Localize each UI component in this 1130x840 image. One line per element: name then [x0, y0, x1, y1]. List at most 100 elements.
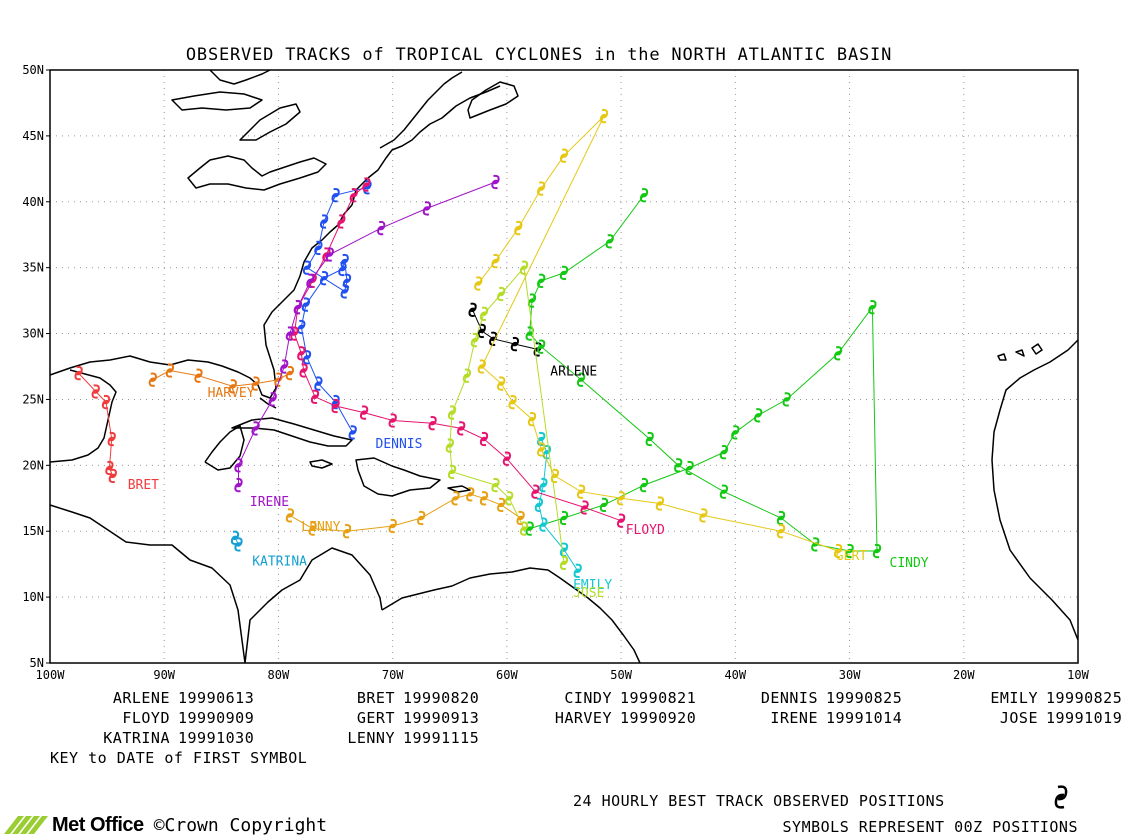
- track-point-icon: [362, 177, 371, 192]
- track-point-icon: [645, 431, 654, 447]
- lat-tick-label: 40N: [22, 195, 44, 209]
- key-katrina-date: 19991030: [178, 729, 254, 747]
- track-point-icon: [228, 379, 237, 394]
- key-arlene-date: 19990613: [178, 689, 254, 707]
- track-point-icon: [268, 392, 277, 407]
- map-frame: [49, 69, 1079, 664]
- track-point-icon: [297, 346, 306, 361]
- track-point-icon: [310, 389, 320, 404]
- track-point-icon: [497, 376, 506, 391]
- track-point-icon: [301, 297, 311, 312]
- track-line: [289, 493, 521, 532]
- storm-label-harvey: HARVEY: [208, 386, 255, 401]
- track-point-icon: [234, 537, 243, 552]
- track-gert: [474, 108, 843, 559]
- track-point-icon: [605, 234, 614, 249]
- track-point-icon: [91, 384, 100, 399]
- track-point-icon: [525, 521, 534, 536]
- track-point-icon: [340, 253, 349, 269]
- key-gert-name: GERT: [357, 709, 395, 727]
- track-point-icon: [230, 530, 240, 545]
- track-point-icon: [348, 425, 357, 440]
- track-point-icon: [491, 477, 500, 493]
- hurricane-symbol-icon: [1054, 785, 1068, 809]
- key-cindy-name: CINDY: [564, 689, 612, 707]
- track-point-icon: [462, 368, 472, 383]
- track-point-icon: [639, 188, 649, 203]
- track-point-icon: [302, 260, 312, 275]
- track-point-icon: [531, 484, 540, 499]
- track-line: [300, 186, 368, 433]
- met-office-logo-icon: [4, 816, 48, 834]
- lat-tick-label: 20N: [22, 458, 44, 472]
- track-point-icon: [576, 372, 586, 387]
- coast-new-england: [351, 85, 501, 206]
- coast-puerto-rico: [447, 485, 471, 493]
- lon-tick-label: 20W: [953, 668, 975, 682]
- track-point-icon: [314, 240, 323, 256]
- lon-tick-label: 30W: [839, 668, 861, 682]
- track-line: [293, 184, 622, 522]
- footer-line-1: 24 HOURLY BEST TRACK OBSERVED POSITIONS: [573, 792, 945, 810]
- coast-south-america: [381, 567, 641, 664]
- track-lenny: [285, 487, 525, 539]
- track-point-icon: [655, 496, 665, 511]
- track-point-icon: [550, 468, 560, 484]
- coast-africa: [991, 339, 1079, 641]
- track-line: [152, 369, 291, 387]
- track-point-icon: [293, 300, 303, 315]
- track-point-icon: [314, 376, 323, 391]
- key-floyd-date: 19990909: [178, 709, 254, 727]
- coastlines: [49, 69, 1079, 664]
- track-point-icon: [502, 451, 512, 466]
- track-point-icon: [699, 508, 708, 523]
- storm-label-irene: IRENE: [250, 495, 289, 510]
- copyright-text: ©Crown Copyright: [153, 814, 328, 836]
- coast-jamaica: [309, 459, 333, 469]
- track-point-icon: [510, 336, 520, 352]
- track-harvey: [148, 363, 295, 394]
- key-gert-date: 19990913: [403, 709, 479, 727]
- key-harvey-name: HARVEY: [555, 709, 612, 727]
- map-title: OBSERVED TRACKS of TROPICAL CYCLONES in …: [186, 45, 892, 65]
- track-point-icon: [479, 431, 489, 447]
- track-point-icon: [297, 319, 306, 335]
- track-bret: [74, 365, 117, 484]
- track-point-icon: [776, 524, 786, 539]
- coast-cuba: [231, 417, 353, 447]
- track-point-icon: [302, 350, 312, 365]
- track-point-icon: [537, 442, 546, 457]
- track-point-icon: [559, 555, 569, 570]
- track-point-icon: [537, 181, 546, 196]
- key-irene-name: IRENE: [770, 709, 818, 727]
- storm-tracks: [74, 108, 882, 578]
- lat-tick-label: 25N: [22, 392, 44, 406]
- storm-label-bret: BRET: [128, 478, 159, 493]
- lon-tick-label: 70W: [382, 668, 404, 682]
- storm-label-lenny: LENNY: [301, 520, 340, 535]
- track-point-icon: [559, 510, 569, 526]
- coast-hudson-bay: [209, 69, 271, 85]
- track-jose: [445, 260, 569, 570]
- storm-label-gert: GERT: [836, 549, 867, 564]
- track-point-icon: [497, 497, 506, 513]
- lat-tick-label: 45N: [22, 129, 44, 143]
- coast-north-america: [49, 504, 383, 664]
- key-floyd-name: FLOYD: [122, 709, 170, 727]
- track-point-icon: [340, 284, 349, 299]
- track-point-icon: [306, 273, 315, 288]
- key-emily-date: 19990825: [1046, 689, 1122, 707]
- track-point-icon: [719, 484, 729, 499]
- track-point-icon: [559, 265, 569, 281]
- lat-tick-label: 35N: [22, 261, 44, 275]
- track-point-icon: [479, 491, 489, 506]
- track-point-icon: [519, 521, 529, 536]
- track-point-icon: [359, 405, 369, 420]
- track-point-icon: [616, 491, 626, 506]
- track-line: [238, 181, 496, 486]
- track-point-icon: [833, 346, 843, 361]
- track-point-icon: [285, 508, 295, 523]
- track-irene: [234, 174, 500, 493]
- track-point-icon: [308, 521, 317, 536]
- track-point-icon: [599, 497, 609, 513]
